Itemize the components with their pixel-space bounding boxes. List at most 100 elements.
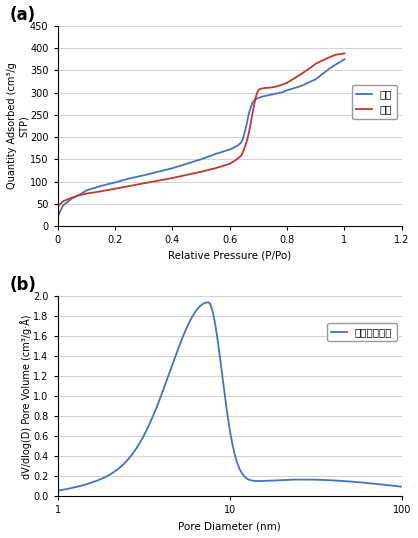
평균기공크기 [292, 477, 297, 483]
탈착 [170, 175, 175, 181]
흥착 [227, 146, 232, 153]
평균기공크기 [207, 300, 212, 307]
탈착 [98, 188, 103, 195]
평균기공크기 [399, 484, 404, 490]
평균기공크기 [205, 299, 210, 306]
흥착 [112, 179, 117, 186]
흥착 [342, 56, 347, 62]
흥착 [240, 136, 245, 143]
탈착 [213, 165, 218, 172]
흥착 [245, 119, 250, 126]
탈착 [250, 109, 255, 116]
흥착 [243, 126, 248, 132]
탈착 [184, 172, 189, 178]
흥착 [155, 168, 161, 175]
Line: 탈착: 탈착 [58, 53, 344, 207]
탈착 [233, 157, 238, 164]
흥착 [299, 83, 304, 89]
흥착 [262, 93, 267, 100]
흥착 [328, 65, 333, 72]
탈착 [273, 83, 278, 90]
탈착 [291, 76, 296, 82]
탈착 [322, 56, 327, 63]
흥착 [98, 183, 103, 189]
Legend: 평균기공크기: 평균기공크기 [327, 323, 397, 342]
흥착 [250, 99, 255, 105]
흥착 [127, 175, 132, 182]
흥착 [222, 148, 227, 154]
탈착 [199, 168, 204, 175]
흥착 [66, 197, 71, 204]
흥착 [253, 96, 258, 102]
탈착 [78, 192, 83, 198]
탈착 [61, 198, 66, 204]
탈착 [141, 180, 146, 187]
평균기공크기 [330, 477, 335, 484]
탈착 [342, 50, 347, 56]
탈착 [299, 70, 304, 77]
Line: 평균기공크기: 평균기공크기 [58, 302, 402, 491]
Text: (b): (b) [9, 276, 36, 294]
탈착 [334, 52, 339, 58]
탈착 [253, 95, 258, 101]
Y-axis label: Quantity Adsorbed (cm³/g
STP): Quantity Adsorbed (cm³/g STP) [7, 62, 28, 189]
흥착 [69, 195, 74, 202]
탈착 [247, 125, 252, 131]
탈착 [155, 178, 161, 184]
Text: (a): (a) [9, 6, 36, 24]
탈착 [112, 186, 117, 192]
흥착 [233, 144, 238, 150]
탈착 [127, 183, 132, 189]
흥착 [256, 95, 261, 101]
흥착 [55, 214, 60, 221]
흥착 [246, 112, 251, 119]
흥착 [213, 151, 218, 157]
평균기공크기 [90, 479, 95, 485]
탈착 [249, 117, 254, 123]
흥착 [279, 89, 284, 96]
X-axis label: Pore Diameter (nm): Pore Diameter (nm) [178, 521, 281, 531]
탈착 [245, 137, 250, 144]
흥착 [84, 187, 89, 194]
탈착 [308, 65, 313, 72]
평균기공크기 [55, 487, 60, 494]
탈착 [84, 190, 89, 197]
흥착 [141, 172, 146, 179]
탈착 [285, 80, 290, 86]
탈착 [227, 160, 232, 167]
X-axis label: Relative Pressure (P/Po): Relative Pressure (P/Po) [168, 251, 291, 261]
탈착 [255, 90, 260, 97]
탈착 [279, 82, 284, 88]
흥착 [78, 191, 83, 197]
탈착 [268, 84, 273, 91]
흥착 [58, 207, 63, 214]
Y-axis label: dV/dlog(D) Pore Volume (cm³/g·Å): dV/dlog(D) Pore Volume (cm³/g·Å) [20, 314, 32, 479]
탈착 [257, 86, 263, 92]
흥착 [184, 160, 189, 167]
흥착 [239, 139, 244, 146]
탈착 [242, 146, 247, 152]
탈착 [252, 102, 257, 108]
탈착 [239, 153, 244, 159]
탈착 [55, 203, 60, 210]
탈착 [256, 87, 261, 94]
흥착 [285, 87, 290, 94]
탈착 [246, 132, 251, 138]
흥착 [313, 76, 318, 82]
흥착 [170, 165, 175, 172]
흥착 [236, 142, 241, 148]
Legend: 흥착, 탈착: 흥착, 탈착 [352, 85, 397, 119]
탈착 [313, 60, 318, 67]
흥착 [249, 103, 254, 109]
탈착 [240, 150, 245, 156]
평균기공크기 [324, 477, 329, 483]
탈착 [328, 54, 333, 60]
흥착 [199, 156, 204, 162]
탈착 [243, 142, 248, 148]
흥착 [61, 202, 66, 208]
탈착 [58, 201, 63, 207]
탈착 [262, 85, 267, 91]
Line: 흥착: 흥착 [58, 59, 344, 217]
흥착 [270, 91, 275, 97]
평균기공크기 [194, 307, 199, 313]
